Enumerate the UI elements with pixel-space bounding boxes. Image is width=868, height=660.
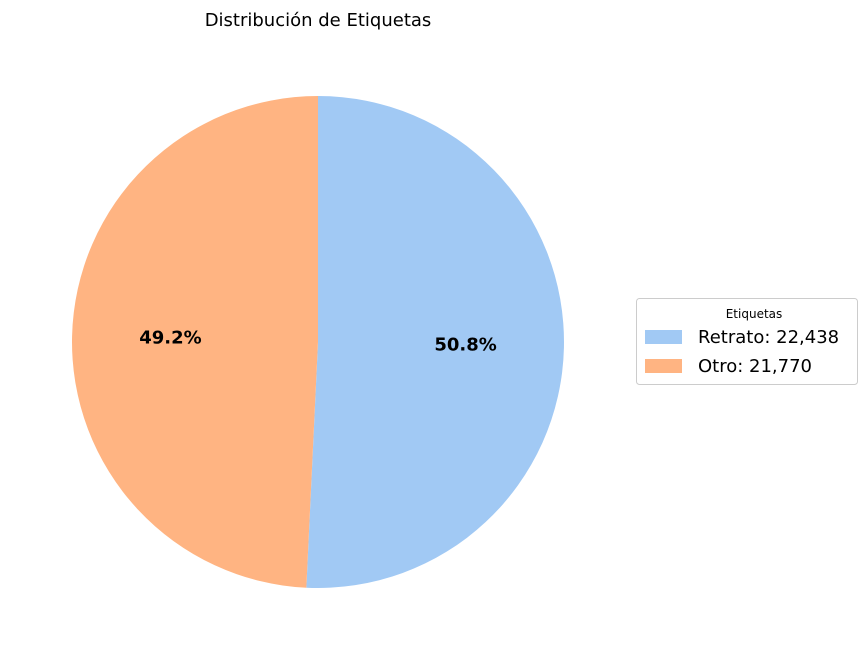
legend-items: Retrato: 22,438 Otro: 21,770 <box>645 327 839 377</box>
legend-label-retrato: Retrato: 22,438 <box>698 327 839 348</box>
pie-percent-label-retrato: 50.8% <box>434 335 496 356</box>
legend-title: Etiquetas <box>726 307 783 321</box>
legend-swatch-retrato <box>645 330 682 344</box>
chart-title: Distribución de Etiquetas <box>205 10 432 31</box>
legend-label-otro: Otro: 21,770 <box>698 356 812 377</box>
pie-percent-label-otro: 49.2% <box>139 327 201 348</box>
pie-percent-labels: 50.8% 49.2% <box>139 327 497 355</box>
pie-slice-otro <box>71 96 319 588</box>
legend-swatch-otro <box>645 359 682 373</box>
pie-slice-retrato <box>306 96 564 588</box>
legend-frame <box>636 298 858 385</box>
pie-slices <box>71 96 564 588</box>
legend: Etiquetas Retrato: 22,438 Otro: 21,770 <box>636 298 858 385</box>
